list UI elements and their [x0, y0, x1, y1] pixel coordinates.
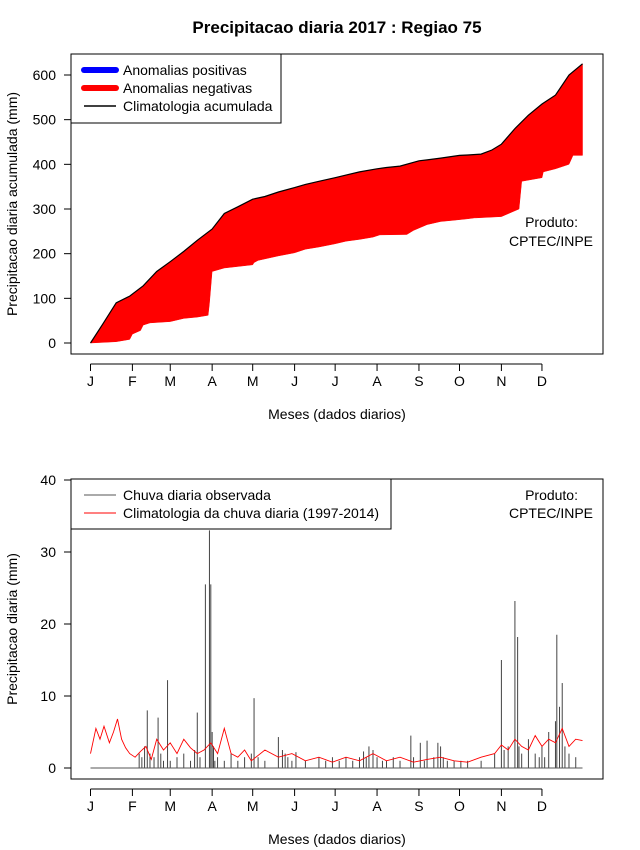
- bottom-x-axis-label: Meses (dados diarios): [268, 831, 406, 847]
- daily-chart: J F M A M J J A S O N D 0 10 20 30 40 Meses (dados diar…: [4, 472, 604, 847]
- x-tick-label: N: [496, 798, 506, 814]
- x-tick-label: D: [537, 373, 547, 389]
- x-tick-label: J: [87, 798, 94, 814]
- y-tick-label: 600: [33, 67, 57, 83]
- legend-label-climatology-daily: Climatologia da chuva diaria (1997-2014): [123, 505, 379, 521]
- x-tick-label: O: [454, 798, 465, 814]
- legend-label-observed: Chuva diaria observada: [123, 487, 271, 503]
- y-tick-label: 30: [40, 544, 56, 560]
- x-tick-label: A: [207, 798, 217, 814]
- x-tick-label: M: [164, 798, 176, 814]
- y-tick-label: 500: [33, 112, 57, 128]
- bottom-legend-box: [70, 478, 392, 530]
- x-tick-label: A: [372, 798, 382, 814]
- x-tick-label: M: [247, 798, 259, 814]
- x-tick-label: N: [496, 373, 506, 389]
- x-tick-label: J: [87, 373, 94, 389]
- climatology-daily-line: [90, 718, 583, 763]
- x-tick-label: J: [291, 373, 298, 389]
- y-tick-label: 0: [48, 335, 56, 351]
- y-tick-label: 0: [48, 760, 56, 776]
- top-y-axis: 0 100 200 300 400 500 600: [33, 67, 72, 351]
- bottom-y-axis: 0 10 20 30 40: [40, 472, 72, 776]
- legend-label-climatology: Climatologia acumulada: [123, 98, 273, 114]
- x-tick-label: F: [128, 373, 137, 389]
- cumulative-chart: Precipitacao diaria 2017 : Regiao 75 J F M…: [4, 18, 604, 422]
- x-tick-label: J: [291, 798, 298, 814]
- y-tick-label: 300: [33, 201, 57, 217]
- x-tick-label: A: [372, 373, 382, 389]
- top-legend: Anomalias positivas Anomalias negativas …: [70, 53, 282, 124]
- x-tick-label: D: [537, 798, 547, 814]
- y-tick-label: 40: [40, 472, 56, 488]
- top-y-axis-label: Precipitacao diaria acumulada (mm): [4, 92, 20, 316]
- x-tick-label: J: [332, 373, 339, 389]
- y-tick-label: 20: [40, 616, 56, 632]
- bottom-annotation-line1: Produto:: [525, 487, 578, 503]
- y-tick-label: 10: [40, 688, 56, 704]
- y-tick-label: 400: [33, 156, 57, 172]
- bottom-annotation-line2: CPTEC/INPE: [509, 505, 593, 521]
- chart-title: Precipitacao diaria 2017 : Regiao 75: [192, 18, 481, 37]
- x-tick-label: J: [332, 798, 339, 814]
- top-annotation-line2: CPTEC/INPE: [509, 233, 593, 249]
- y-tick-label: 200: [33, 246, 57, 262]
- legend-label-negative: Anomalias negativas: [123, 80, 252, 96]
- x-tick-label: S: [414, 373, 423, 389]
- legend-label-positive: Anomalias positivas: [123, 62, 247, 78]
- climatology-line-layer: [89, 63, 583, 344]
- x-tick-label: A: [207, 373, 217, 389]
- bottom-legend: Chuva diaria observada Climatologia da c…: [70, 478, 392, 530]
- x-tick-label: S: [414, 798, 423, 814]
- x-tick-label: O: [454, 373, 465, 389]
- y-tick-label: 100: [33, 290, 57, 306]
- x-tick-label: F: [128, 798, 137, 814]
- x-tick-label: M: [247, 373, 259, 389]
- observed-bars-layer: [90, 530, 583, 769]
- climatology-cumulative-line: [89, 63, 583, 344]
- top-annotation-line1: Produto:: [525, 214, 578, 230]
- top-x-axis-label: Meses (dados diarios): [268, 406, 406, 422]
- x-tick-label: M: [164, 373, 176, 389]
- climatology-daily-line-layer: [90, 718, 583, 763]
- bottom-y-axis-label: Precipitacao diaria (mm): [4, 553, 20, 705]
